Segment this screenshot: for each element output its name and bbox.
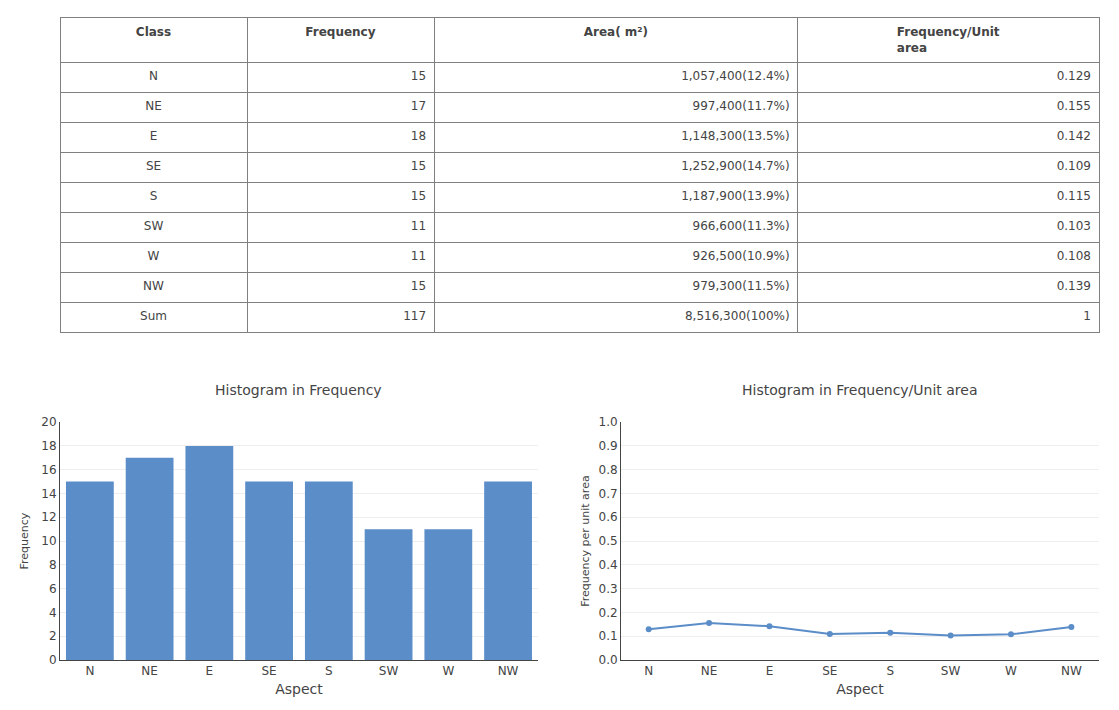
svg-text:Aspect: Aspect xyxy=(836,681,884,697)
svg-text:18: 18 xyxy=(41,439,56,453)
svg-text:NE: NE xyxy=(145,99,162,113)
svg-text:0.3: 0.3 xyxy=(599,582,618,596)
svg-text:NE: NE xyxy=(701,664,718,678)
svg-text:NW: NW xyxy=(143,279,164,293)
svg-text:N: N xyxy=(149,69,158,83)
svg-text:SE: SE xyxy=(261,664,276,678)
svg-text:1,057,400(12.4%): 1,057,400(12.4%) xyxy=(681,69,790,83)
svg-text:Frequency: Frequency xyxy=(305,25,375,39)
svg-text:1,252,900(14.7%): 1,252,900(14.7%) xyxy=(681,159,790,173)
svg-text:926,500(10.9%): 926,500(10.9%) xyxy=(693,249,790,263)
svg-text:4: 4 xyxy=(49,606,57,620)
svg-text:0.7: 0.7 xyxy=(599,487,618,501)
svg-text:18: 18 xyxy=(411,129,426,143)
svg-text:Histogram in Frequency/Unit ar: Histogram in Frequency/Unit area xyxy=(742,382,978,398)
svg-text:SE: SE xyxy=(822,664,837,678)
svg-text:0.109: 0.109 xyxy=(1057,159,1091,173)
svg-text:15: 15 xyxy=(411,159,426,173)
svg-text:15: 15 xyxy=(411,189,426,203)
svg-text:0.5: 0.5 xyxy=(599,534,618,548)
svg-text:0.8: 0.8 xyxy=(599,463,618,477)
svg-text:11: 11 xyxy=(411,249,426,263)
svg-text:0.0: 0.0 xyxy=(599,653,618,667)
svg-text:966,600(11.3%): 966,600(11.3%) xyxy=(693,219,790,233)
svg-text:0: 0 xyxy=(49,653,57,667)
svg-text:W: W xyxy=(442,664,454,678)
svg-text:Histogram in Frequency: Histogram in Frequency xyxy=(215,382,382,398)
svg-text:W: W xyxy=(148,249,160,263)
svg-text:NW: NW xyxy=(1061,664,1082,678)
svg-text:20: 20 xyxy=(41,415,56,429)
svg-text:15: 15 xyxy=(411,69,426,83)
svg-text:0.6: 0.6 xyxy=(599,510,618,524)
svg-text:NW: NW xyxy=(498,664,519,678)
svg-text:SW: SW xyxy=(379,664,399,678)
svg-text:10: 10 xyxy=(41,534,56,548)
svg-text:0.2: 0.2 xyxy=(599,606,618,620)
svg-text:979,300(11.5%): 979,300(11.5%) xyxy=(693,279,790,293)
svg-text:6: 6 xyxy=(49,582,57,596)
svg-text:W: W xyxy=(1005,664,1017,678)
svg-text:997,400(11.7%): 997,400(11.7%) xyxy=(693,99,790,113)
svg-text:8,516,300(100%): 8,516,300(100%) xyxy=(685,309,790,323)
svg-text:0.139: 0.139 xyxy=(1057,279,1091,293)
svg-text:2: 2 xyxy=(49,629,57,643)
svg-text:SE: SE xyxy=(146,159,161,173)
svg-text:11: 11 xyxy=(411,219,426,233)
svg-text:Sum: Sum xyxy=(140,309,167,323)
svg-text:Frequency/Unitarea: Frequency/Unitarea xyxy=(897,25,1000,55)
svg-text:1: 1 xyxy=(1083,309,1091,323)
svg-text:0.1: 0.1 xyxy=(599,629,618,643)
svg-text:15: 15 xyxy=(411,279,426,293)
svg-text:14: 14 xyxy=(41,487,56,501)
svg-text:0.142: 0.142 xyxy=(1057,129,1091,143)
svg-text:E: E xyxy=(766,664,774,678)
svg-text:0.129: 0.129 xyxy=(1057,69,1091,83)
svg-text:Frequency: Frequency xyxy=(18,512,31,569)
svg-text:N: N xyxy=(644,664,653,678)
svg-text:1,148,300(13.5%): 1,148,300(13.5%) xyxy=(681,129,790,143)
svg-text:NE: NE xyxy=(141,664,158,678)
svg-text:Aspect: Aspect xyxy=(275,681,323,697)
svg-text:0.115: 0.115 xyxy=(1057,189,1091,203)
svg-text:0.155: 0.155 xyxy=(1057,99,1091,113)
svg-text:E: E xyxy=(206,664,214,678)
svg-text:E: E xyxy=(150,129,158,143)
svg-text:1,187,900(13.9%): 1,187,900(13.9%) xyxy=(681,189,790,203)
svg-text:Frequency per unit area: Frequency per unit area xyxy=(579,475,592,606)
svg-text:12: 12 xyxy=(41,510,56,524)
svg-text:0.4: 0.4 xyxy=(599,558,618,572)
svg-text:1.0: 1.0 xyxy=(599,415,618,429)
svg-text:SW: SW xyxy=(144,219,164,233)
svg-text:N: N xyxy=(85,664,94,678)
svg-text:17: 17 xyxy=(411,99,426,113)
svg-text:SW: SW xyxy=(941,664,961,678)
svg-text:0.103: 0.103 xyxy=(1057,219,1091,233)
svg-text:0.9: 0.9 xyxy=(599,439,618,453)
svg-text:16: 16 xyxy=(41,463,56,477)
svg-text:117: 117 xyxy=(403,309,426,323)
svg-text:Area( m²): Area( m²) xyxy=(584,25,648,39)
svg-text:S: S xyxy=(325,664,333,678)
svg-text:S: S xyxy=(150,189,158,203)
svg-text:8: 8 xyxy=(49,558,57,572)
svg-text:S: S xyxy=(886,664,894,678)
svg-text:0.108: 0.108 xyxy=(1057,249,1091,263)
svg-text:Class: Class xyxy=(136,25,171,39)
